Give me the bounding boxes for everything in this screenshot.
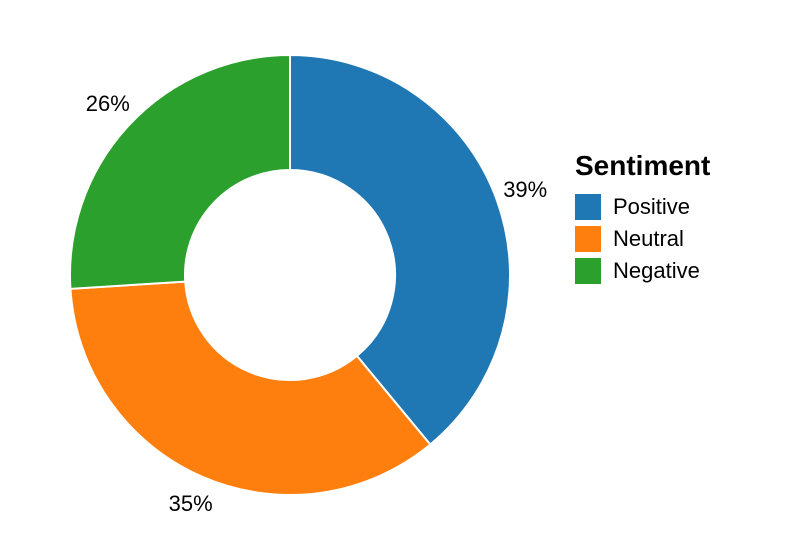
legend: Sentiment Positive Neutral Negative	[575, 150, 710, 290]
legend-title: Sentiment	[575, 150, 710, 182]
data-label-negative: 26%	[86, 91, 130, 117]
data-label-neutral: 35%	[169, 491, 213, 517]
legend-item-neutral: Neutral	[575, 226, 710, 252]
legend-label: Neutral	[613, 226, 684, 252]
legend-swatch-neutral	[575, 226, 601, 252]
legend-label: Negative	[613, 258, 700, 284]
legend-label: Positive	[613, 194, 690, 220]
data-label-positive: 39%	[503, 177, 547, 203]
legend-item-negative: Negative	[575, 258, 710, 284]
donut-segment-neutral	[70, 282, 430, 495]
legend-swatch-positive	[575, 194, 601, 220]
chart-canvas: 39% 35% 26% Sentiment Positive Neutral Negat…	[0, 0, 794, 550]
legend-swatch-negative	[575, 258, 601, 284]
legend-item-positive: Positive	[575, 194, 710, 220]
